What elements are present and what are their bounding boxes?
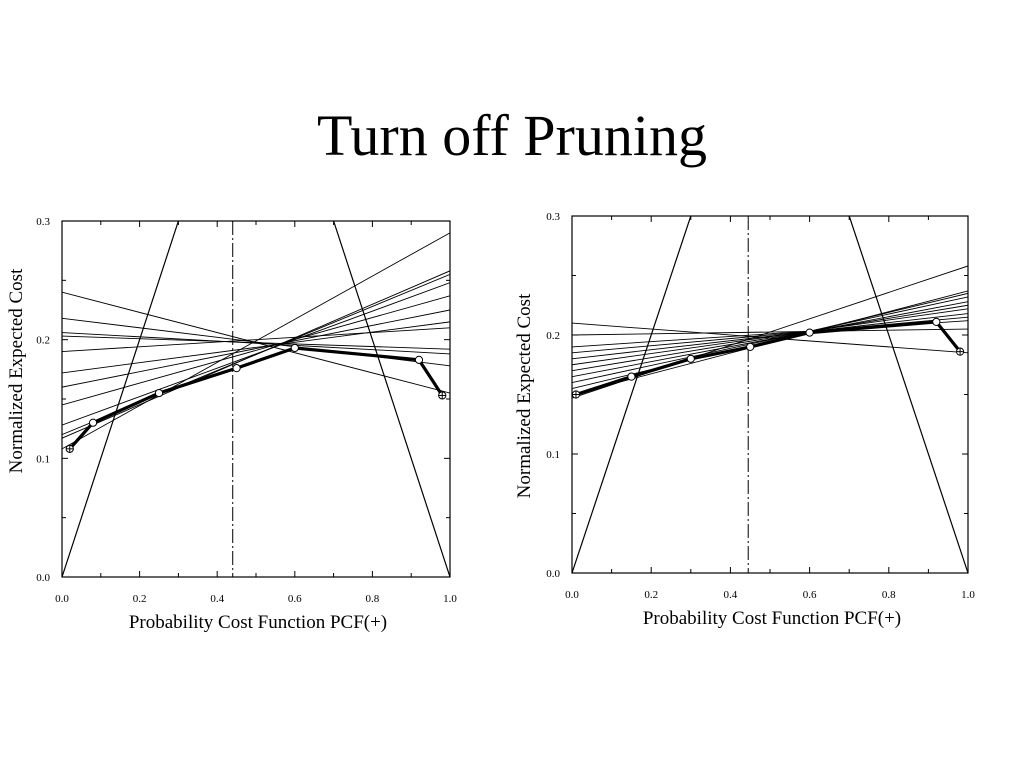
cost-line bbox=[62, 309, 450, 388]
y-axis-label: Normalized Expected Cost bbox=[514, 293, 535, 498]
cost-curve-chart-left: 0.0 0.2 0.4 0.6 0.8 1.0 0.0 0.1 0.2 0.3 Probabilit… bbox=[6, 216, 457, 633]
x-tick-label: 1.0 bbox=[443, 593, 457, 605]
x-tick-label: 0.2 bbox=[133, 593, 147, 605]
x-tick-label: 0.6 bbox=[288, 593, 302, 605]
x-tick-label: 0.4 bbox=[210, 593, 224, 605]
cost-line bbox=[62, 295, 450, 406]
envelope-point bbox=[290, 343, 299, 353]
envelope-point bbox=[627, 372, 636, 381]
cost-line bbox=[62, 321, 450, 374]
x-axis-label: Probability Cost Function PCF(+) bbox=[129, 612, 387, 633]
x-tick-label: 0.0 bbox=[565, 589, 579, 601]
y-tick-label: 0.2 bbox=[36, 335, 50, 347]
x-tick-label: 0.2 bbox=[644, 589, 658, 601]
envelope-point bbox=[414, 355, 424, 364]
cost-line bbox=[62, 327, 450, 352]
cost-line bbox=[62, 282, 450, 426]
x-tick-label: 1.0 bbox=[961, 589, 975, 601]
envelope-point bbox=[686, 354, 695, 363]
trivial-classifier-line bbox=[848, 216, 968, 573]
envelope-point bbox=[805, 328, 814, 337]
y-tick-label: 0.2 bbox=[546, 330, 560, 342]
y-tick-label: 0.3 bbox=[36, 216, 50, 228]
cost-line bbox=[572, 301, 968, 378]
y-tick-label: 0.0 bbox=[546, 568, 560, 580]
y-tick-label: 0.1 bbox=[36, 453, 50, 465]
slide-title: Turn off Pruning bbox=[317, 103, 707, 168]
cost-line bbox=[62, 335, 450, 350]
plot-area bbox=[62, 221, 450, 577]
y-tick-label: 0.1 bbox=[546, 449, 560, 461]
envelope-point bbox=[232, 364, 241, 373]
envelope-point bbox=[746, 342, 755, 351]
x-tick-label: 0.8 bbox=[882, 589, 896, 601]
cost-curve-chart-right: 0.0 0.2 0.4 0.6 0.8 1.0 0.0 0.1 0.2 0.3 Probabilit… bbox=[514, 211, 975, 629]
cost-line bbox=[572, 304, 968, 372]
y-tick-label: 0.3 bbox=[546, 211, 560, 223]
y-axis-label: Normalized Expected Cost bbox=[6, 268, 27, 473]
trivial-classifier-line bbox=[62, 221, 179, 577]
cost-line bbox=[62, 270, 450, 439]
cost-line bbox=[572, 313, 968, 360]
envelope-point bbox=[88, 418, 98, 427]
cost-line bbox=[572, 308, 968, 366]
lower-envelope-line bbox=[68, 346, 444, 450]
trivial-classifier-line bbox=[572, 216, 692, 573]
cost-line bbox=[572, 316, 968, 354]
cost-line bbox=[572, 296, 968, 384]
trivial-classifier-line bbox=[333, 221, 450, 577]
cost-line bbox=[62, 232, 450, 450]
cost-line bbox=[62, 332, 450, 355]
envelope-point bbox=[154, 388, 164, 398]
plot-area bbox=[572, 216, 968, 573]
x-tick-label: 0.0 bbox=[55, 593, 69, 605]
x-tick-label: 0.6 bbox=[803, 589, 817, 601]
y-tick-label: 0.0 bbox=[36, 572, 50, 584]
envelope-point bbox=[932, 317, 941, 327]
x-tick-label: 0.4 bbox=[724, 589, 738, 601]
x-tick-label: 0.8 bbox=[366, 593, 380, 605]
x-axis-label: Probability Cost Function PCF(+) bbox=[643, 608, 901, 629]
